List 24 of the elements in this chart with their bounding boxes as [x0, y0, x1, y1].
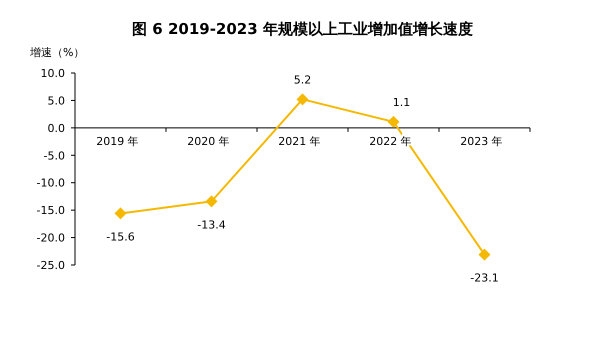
chart-title: 图 6 2019-2023 年规模以上工业增加值增长速度 — [132, 20, 473, 38]
y-tick-label: -25.0 — [36, 259, 65, 272]
x-tick-label: 2020 年 — [187, 134, 230, 148]
point — [114, 207, 126, 220]
data-label: -15.6 — [106, 230, 135, 244]
point — [478, 248, 490, 261]
point — [388, 116, 400, 128]
x-tick-label: 2023 年 — [460, 134, 503, 148]
y-tick-label: -5.0 — [44, 149, 65, 162]
y-tick-label: 10.0 — [40, 67, 65, 80]
y-tick-label: -20.0 — [36, 232, 65, 245]
point — [206, 195, 218, 208]
x-tick-label: 2019 年 — [96, 134, 139, 148]
data-label: -23.1 — [470, 272, 499, 285]
y-tick-label: -10.0 — [36, 176, 65, 190]
data-label: -13.4 — [197, 218, 226, 232]
y-axis-title: 增速（%） — [29, 46, 84, 59]
y-tick-label: -15.0 — [36, 204, 65, 218]
data-label: 5.2 — [294, 73, 312, 86]
y-tick-label: 0.0 — [48, 122, 65, 135]
data-label: 1.1 — [392, 96, 410, 109]
point — [296, 93, 308, 106]
y-tick-label: 5.0 — [48, 94, 65, 108]
x-tick-label: 2021 年 — [278, 134, 321, 148]
